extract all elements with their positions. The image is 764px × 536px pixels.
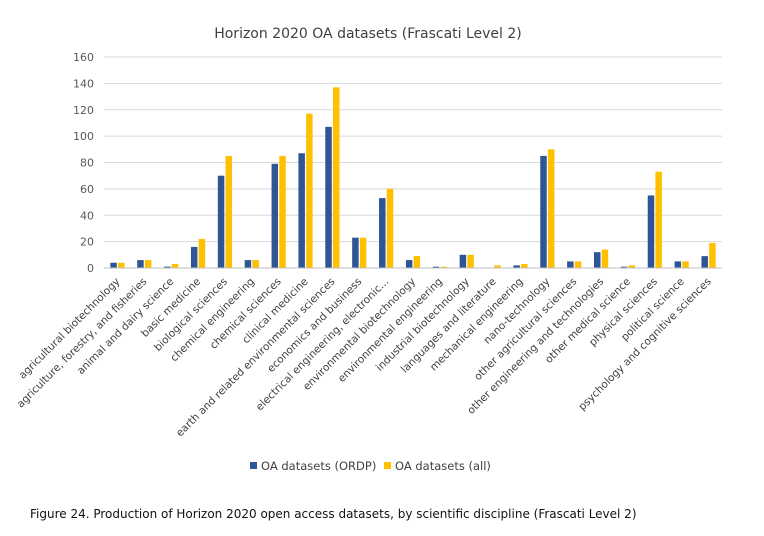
bar-all	[709, 242, 716, 268]
figure-caption: Figure 24. Production of Horizon 2020 op…	[30, 507, 637, 521]
bar-ordp	[701, 256, 708, 268]
bar-ordp	[244, 260, 252, 268]
bar-all	[628, 265, 636, 268]
bar-ordp	[110, 262, 117, 268]
bar-all	[198, 238, 206, 268]
bar-all	[521, 264, 528, 268]
bar-all	[547, 149, 555, 268]
bar-ordp	[674, 261, 682, 268]
bar-ordp	[271, 163, 279, 268]
y-tick-label: 140	[73, 77, 94, 90]
bar-all	[601, 249, 609, 268]
bar-ordp	[137, 260, 144, 268]
chart-title: Horizon 2020 OA datasets (Frascati Level…	[214, 26, 522, 42]
bar-all	[682, 261, 689, 268]
bar-all	[144, 260, 152, 268]
bar-ordp	[540, 155, 547, 268]
bars	[110, 87, 716, 268]
y-tick-label: 20	[80, 236, 94, 249]
bar-chart: Horizon 2020 OA datasets (Frascati Level…	[15, 26, 722, 473]
bar-all	[332, 87, 340, 268]
legend-swatch-all	[384, 462, 391, 469]
bar-all	[494, 265, 501, 268]
bar-ordp	[459, 254, 467, 268]
bar-ordp	[379, 198, 386, 268]
bar-all	[118, 262, 125, 268]
legend-label-all: OA datasets (all)	[395, 459, 491, 473]
bar-ordp	[593, 252, 601, 268]
bar-ordp	[567, 261, 574, 268]
bar-ordp	[647, 195, 655, 268]
y-tick-label: 160	[73, 51, 94, 64]
bar-all	[306, 113, 313, 268]
bar-all	[574, 261, 582, 268]
y-tick-label: 80	[80, 157, 94, 170]
bar-ordp	[217, 175, 225, 268]
x-category-label: agriculture, forestry, and fisheries	[15, 276, 150, 411]
y-axis-ticks: 0 20 40 60 80 100 120 140 160	[73, 51, 94, 275]
bar-all	[467, 254, 474, 268]
y-tick-label: 60	[80, 183, 94, 196]
y-tick-label: 40	[80, 209, 94, 222]
legend-label-ordp: OA datasets (ORDP)	[261, 459, 376, 473]
bar-all	[225, 155, 233, 268]
bar-all	[655, 171, 662, 268]
y-tick-label: 100	[73, 130, 94, 143]
bar-ordp	[513, 265, 520, 268]
x-category-label: agricultural biotechnology	[17, 276, 123, 382]
bar-ordp	[405, 260, 413, 268]
bar-ordp	[190, 246, 198, 268]
bar-all	[413, 256, 421, 268]
bar-all	[440, 266, 447, 268]
bar-ordp	[620, 266, 628, 268]
bar-all	[252, 260, 259, 268]
bar-all	[279, 155, 286, 268]
legend-swatch-ordp	[250, 462, 257, 469]
y-tick-label: 120	[73, 104, 94, 117]
bar-all	[359, 237, 367, 268]
bar-ordp	[164, 266, 171, 268]
bar-ordp	[352, 237, 359, 268]
bar-ordp	[432, 266, 440, 268]
y-tick-label: 0	[87, 262, 94, 275]
bar-ordp	[325, 126, 332, 268]
gridlines	[104, 56, 722, 243]
bar-ordp	[298, 153, 305, 268]
bar-all	[386, 188, 394, 268]
bar-all	[171, 264, 179, 268]
legend: OA datasets (ORDP) OA datasets (all)	[250, 459, 491, 473]
